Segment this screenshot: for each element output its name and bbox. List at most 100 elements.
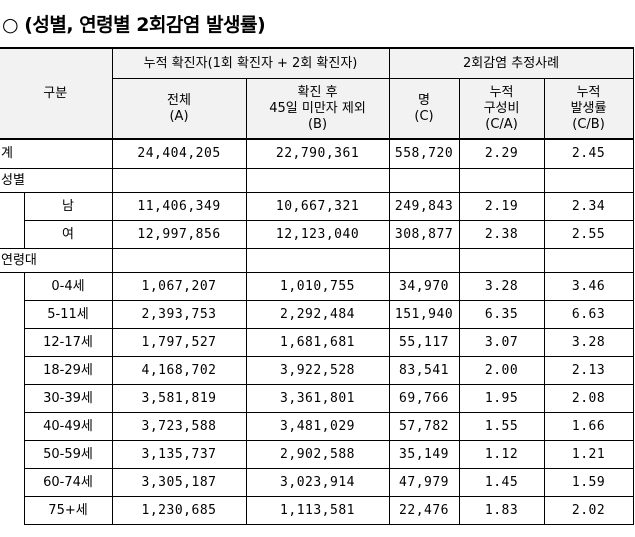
cell: 12,997,856 xyxy=(111,220,247,249)
cell: 1.66 xyxy=(543,412,634,441)
cell: 2.08 xyxy=(543,384,634,413)
cell: 6.35 xyxy=(458,300,545,329)
cell xyxy=(245,248,390,273)
cell: 1.45 xyxy=(458,468,545,497)
row-label: 계 xyxy=(0,138,113,169)
cell: 1.83 xyxy=(458,496,545,525)
cell: 151,940 xyxy=(388,300,460,329)
cell: 2,393,753 xyxy=(111,300,247,329)
cell: 3.28 xyxy=(543,328,634,357)
row-label: 12-17세 xyxy=(24,328,113,357)
row: 30-39세 3,581,819 3,361,801 69,766 1.95 2.08 xyxy=(0,384,634,413)
row-label: 30-39세 xyxy=(24,384,113,413)
group-label: 성별 xyxy=(0,168,113,193)
row-label: 60-74세 xyxy=(24,468,113,497)
header-cell: 누적 구성비 (C/A) xyxy=(458,78,545,140)
cell: 2.29 xyxy=(458,138,545,169)
cell: 3,305,187 xyxy=(111,468,247,497)
row-label: 18-29세 xyxy=(24,356,113,385)
indent xyxy=(0,272,25,525)
row: 75+세 1,230,685 1,113,581 22,476 1.83 2.02 xyxy=(0,496,634,525)
cell: 2.34 xyxy=(543,192,634,221)
header-cell: 전체 (A) xyxy=(112,78,247,140)
row-label: 남 xyxy=(23,192,113,221)
cell: 249,843 xyxy=(388,192,460,221)
cell xyxy=(388,248,460,273)
cell: 1,113,581 xyxy=(245,496,390,525)
cell: 1,681,681 xyxy=(245,328,390,357)
cell: 83,541 xyxy=(388,356,460,385)
cell: 2,902,588 xyxy=(245,440,390,469)
cell: 24,404,205 xyxy=(111,138,247,169)
cell: 558,720 xyxy=(388,138,460,169)
cell: 1.12 xyxy=(458,440,545,469)
title: ○ (성별, 연령별 2회감염 발생률) xyxy=(2,14,266,36)
row-label: 0-4세 xyxy=(23,272,113,301)
cell xyxy=(458,168,545,193)
cell: 57,782 xyxy=(388,412,460,441)
cell xyxy=(245,168,390,193)
cell: 3,723,588 xyxy=(111,412,247,441)
group-row: 성별 xyxy=(0,168,634,193)
cell: 3.28 xyxy=(458,272,545,301)
cell: 2.13 xyxy=(543,356,634,385)
cell xyxy=(111,248,247,273)
cell: 1.95 xyxy=(458,384,545,413)
group-row: 연령대 xyxy=(0,248,634,273)
header-cell: 명 (C) xyxy=(388,78,460,140)
cell: 3,361,801 xyxy=(245,384,390,413)
cell: 2.02 xyxy=(543,496,634,525)
cell: 10,667,321 xyxy=(245,192,390,221)
row: 18-29세 4,168,702 3,922,528 83,541 2.00 2.13 xyxy=(0,356,634,385)
cell: 47,979 xyxy=(388,468,460,497)
cell: 1.55 xyxy=(458,412,545,441)
header-cell: 누적 발생률 (C/B) xyxy=(543,78,634,140)
cell: 22,790,361 xyxy=(245,138,390,169)
cell: 6.63 xyxy=(543,300,634,329)
header-cell: 구분 xyxy=(0,47,113,140)
cell: 22,476 xyxy=(388,496,460,525)
cell: 308,877 xyxy=(388,220,460,249)
cell: 2.00 xyxy=(458,356,545,385)
header-cell: 확진 후 45일 미만자 제외 (B) xyxy=(245,78,390,140)
table-body: 계 24,404,205 22,790,361 558,720 2.29 2.45 성별 남 1… xyxy=(0,138,634,525)
row: 60-74세 3,305,187 3,023,914 47,979 1.45 1.59 xyxy=(0,468,634,497)
row-label: 여 xyxy=(24,220,113,249)
row: 남 11,406,349 10,667,321 249,843 2.19 2.34 xyxy=(0,192,634,249)
cell: 3,481,029 xyxy=(245,412,390,441)
cell: 3,581,819 xyxy=(111,384,247,413)
row-label: 40-49세 xyxy=(24,412,113,441)
cell: 55,117 xyxy=(388,328,460,357)
cell: 2.45 xyxy=(543,138,634,169)
row: 40-49세 3,723,588 3,481,029 57,782 1.55 1.66 xyxy=(0,412,634,441)
cell: 3,922,528 xyxy=(245,356,390,385)
row: 12-17세 1,797,527 1,681,681 55,117 3.07 3.28 xyxy=(0,328,634,357)
cell: 35,149 xyxy=(388,440,460,469)
row: 5-11세 2,393,753 2,292,484 151,940 6.35 6.63 xyxy=(0,300,634,329)
cell: 4,168,702 xyxy=(111,356,247,385)
table-header: 구분 누적 확진자(1회 확진자 + 2회 확진자) 2회감염 추정사례 전체 … xyxy=(0,47,634,140)
row: 계 24,404,205 22,790,361 558,720 2.29 2.45 xyxy=(0,138,634,169)
cell: 3.46 xyxy=(543,272,634,301)
cell: 3,023,914 xyxy=(245,468,390,497)
header-cell: 누적 확진자(1회 확진자 + 2회 확진자) xyxy=(111,47,390,79)
cell xyxy=(543,248,634,273)
cell xyxy=(543,168,634,193)
cell xyxy=(388,168,460,193)
cell: 1.59 xyxy=(543,468,634,497)
row-label: 50-59세 xyxy=(24,440,113,469)
header-cell: 2회감염 추정사례 xyxy=(388,47,634,79)
cell xyxy=(458,248,545,273)
table: 구분 누적 확진자(1회 확진자 + 2회 확진자) 2회감염 추정사례 전체 … xyxy=(0,47,634,525)
cell xyxy=(111,168,247,193)
cell: 2.38 xyxy=(458,220,545,249)
cell: 1,797,527 xyxy=(111,328,247,357)
cell: 11,406,349 xyxy=(111,192,247,221)
cell: 34,970 xyxy=(388,272,460,301)
row-label: 5-11세 xyxy=(24,300,113,329)
cell: 1.21 xyxy=(543,440,634,469)
row-label: 75+세 xyxy=(24,496,113,525)
cell: 1,230,685 xyxy=(111,496,247,525)
row: 50-59세 3,135,737 2,902,588 35,149 1.12 1.21 xyxy=(0,440,634,469)
